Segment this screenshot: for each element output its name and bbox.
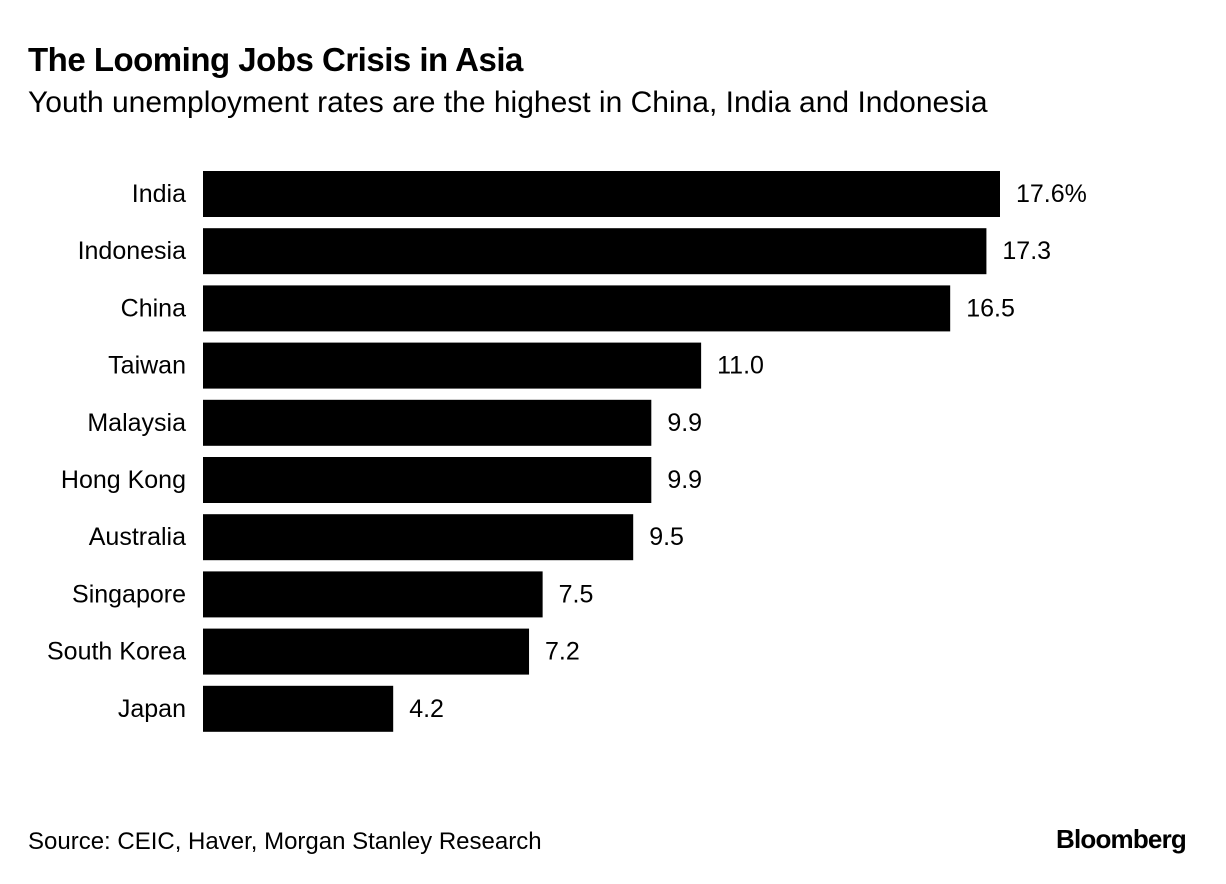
category-label: Australia xyxy=(89,523,186,551)
value-label: 9.9 xyxy=(667,409,702,437)
category-label: South Korea xyxy=(47,638,186,666)
chart-subtitle: Youth unemployment rates are the highest… xyxy=(28,86,988,119)
value-label: 17.3 xyxy=(1002,237,1051,265)
bar xyxy=(203,228,987,275)
category-label: China xyxy=(121,294,186,322)
category-label: Japan xyxy=(118,695,186,723)
bar xyxy=(203,628,530,675)
bar xyxy=(203,457,652,503)
bar xyxy=(203,399,652,446)
value-label: 11.0 xyxy=(717,352,764,380)
bar xyxy=(203,514,634,561)
value-label: 7.2 xyxy=(545,638,580,666)
chart-title: The Looming Jobs Crisis in Asia xyxy=(28,41,523,78)
source-note: Source: CEIC, Haver, Morgan Stanley Rese… xyxy=(28,828,542,855)
value-label: 9.9 xyxy=(667,466,702,494)
value-label: 7.5 xyxy=(559,580,594,608)
category-label: Malaysia xyxy=(87,409,186,437)
category-label: India xyxy=(132,180,186,208)
value-label: 16.5 xyxy=(966,294,1015,322)
brand-logo: Bloomberg xyxy=(1055,824,1187,854)
category-label: Singapore xyxy=(72,580,186,608)
value-label: 17.6% xyxy=(1016,180,1087,208)
bar xyxy=(203,285,951,332)
category-label: Taiwan xyxy=(108,352,186,380)
value-label: 9.5 xyxy=(649,523,684,551)
bar xyxy=(203,685,394,732)
category-label: Indonesia xyxy=(78,237,187,265)
bar xyxy=(203,342,702,389)
bar xyxy=(203,171,1000,217)
bar-chart: India 17.6% Indonesia 17.3 China 16.5 Taiwan 11… xyxy=(47,171,1087,732)
value-label: 4.2 xyxy=(409,695,444,723)
category-label: Hong Kong xyxy=(61,466,186,494)
bar xyxy=(203,571,543,618)
